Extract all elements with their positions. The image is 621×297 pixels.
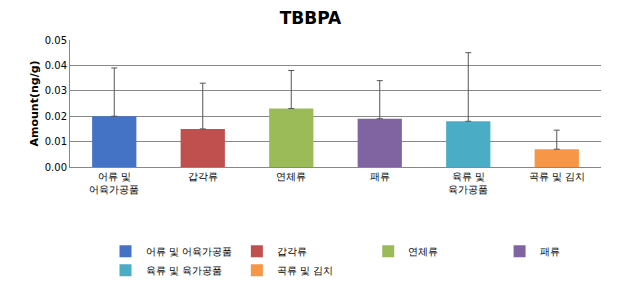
svg-text:연체류: 연체류	[408, 246, 438, 257]
svg-text:어류 및 어육가공품: 어류 및 어육가공품	[146, 246, 232, 257]
svg-text:패류: 패류	[540, 246, 560, 257]
svg-text:곡류 및 김치: 곡류 및 김치	[529, 171, 585, 182]
svg-text:TBBPA: TBBPA	[280, 8, 342, 28]
svg-text:곡류 및 김치: 곡류 및 김치	[277, 265, 333, 276]
svg-text:0.04: 0.04	[45, 60, 67, 71]
svg-text:육류 및 육가공품: 육류 및 육가공품	[146, 265, 222, 276]
svg-text:Amount(ng/g): Amount(ng/g)	[28, 60, 41, 146]
svg-text:0.01: 0.01	[45, 136, 67, 147]
svg-text:연체류: 연체류	[276, 171, 306, 182]
svg-text:어류 및어육가공품: 어류 및어육가공품	[89, 171, 139, 195]
svg-text:패류: 패류	[370, 171, 390, 182]
svg-text:0.02: 0.02	[45, 111, 67, 122]
svg-text:갑각류: 갑각류	[277, 246, 307, 257]
svg-text:0.03: 0.03	[45, 85, 67, 96]
svg-text:갑각류: 갑각류	[188, 171, 218, 182]
svg-text:0.05: 0.05	[45, 35, 67, 46]
svg-text:육류 및육가공품: 육류 및육가공품	[448, 171, 488, 195]
svg-text:0.00: 0.00	[45, 162, 67, 173]
